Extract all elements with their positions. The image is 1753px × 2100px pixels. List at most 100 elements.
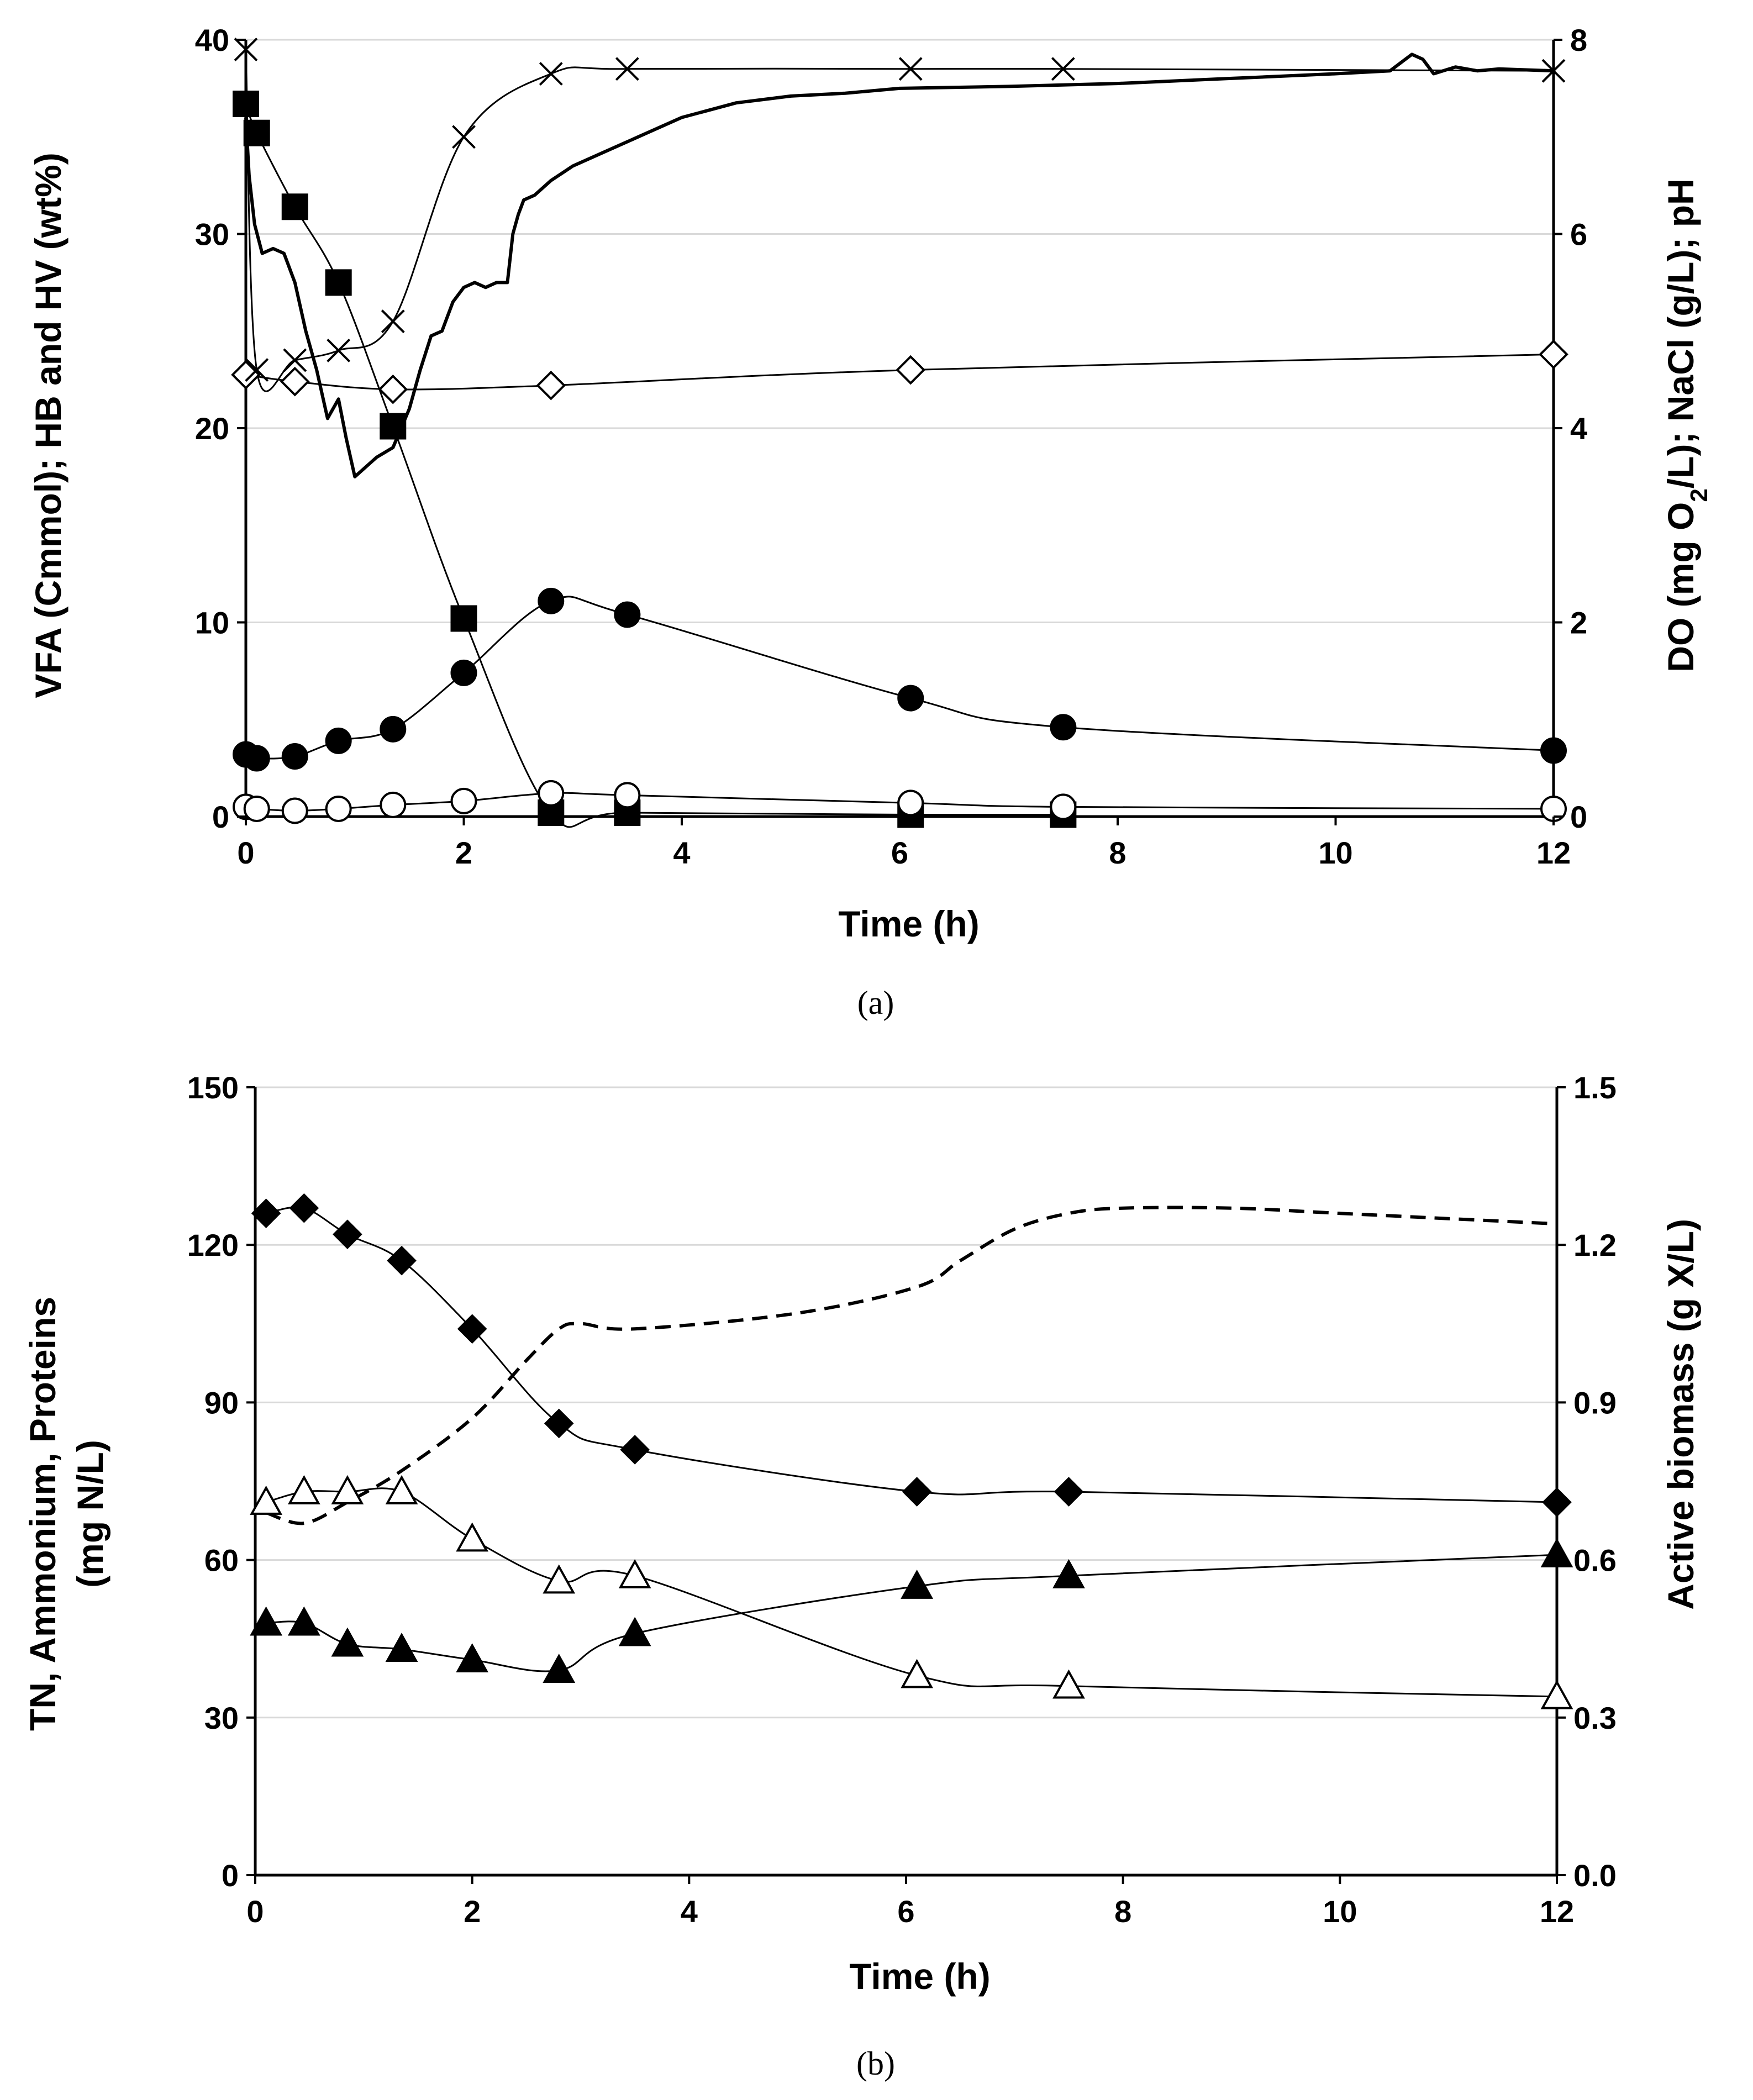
x-tick-label: 0: [237, 835, 254, 870]
data-point-square-filled: [325, 269, 352, 296]
data-point-circle-open: [538, 780, 565, 807]
x-tick-label: 8: [1114, 1894, 1131, 1929]
data-point-circle-open: [380, 791, 407, 818]
panel-label-b: (b): [856, 2045, 895, 2082]
data-point-triangle-open: [456, 1522, 489, 1552]
data-point-square-filled: [380, 413, 407, 440]
y-axis-title-right-b: Active biomass (g X/L): [1660, 1219, 1701, 1610]
x-tick-label: 4: [681, 1894, 698, 1929]
data-point-diamond-open: [536, 370, 566, 401]
y-tick-label-left: 120: [187, 1228, 239, 1262]
data-point-diamond-filled: [1054, 1477, 1084, 1507]
data-point-diamond-filled: [457, 1314, 487, 1344]
data-point-diamond-filled: [333, 1219, 362, 1250]
y-axis-title-left-a: VFA (Cmmol); HB and HV (wt%): [28, 152, 69, 698]
data-point-x-marker: [615, 57, 639, 81]
series-line-active-biomass-dashed: [265, 1206, 1557, 1525]
data-point-square-filled: [243, 119, 270, 146]
series-line-x-marker: [245, 49, 1554, 392]
data-point-triangle-open: [1052, 1669, 1085, 1699]
data-point-triangle-filled: [331, 1627, 364, 1657]
data-point-triangle-open: [287, 1475, 320, 1504]
data-point-triangle-filled: [618, 1617, 651, 1646]
y-tick-label-right: 0.3: [1573, 1701, 1617, 1735]
y-axis-title-left-b: TN, Ammonium, Proteins (mg N/L): [22, 1297, 110, 1731]
data-point-circle-open: [614, 782, 641, 809]
y-tick-label-right: 0.9: [1573, 1385, 1617, 1420]
data-point-triangle-open: [618, 1559, 651, 1588]
data-point-diamond-filled: [387, 1245, 417, 1276]
x-tick-label: 6: [897, 1894, 914, 1929]
data-point-triangle-filled: [901, 1570, 934, 1599]
data-point-circle-filled: [897, 685, 924, 712]
y-tick-label-right: 0: [1570, 799, 1587, 834]
y-tick-label-right: 0.6: [1573, 1543, 1617, 1578]
data-point-x-marker: [245, 358, 269, 382]
y-tick-label-left: 30: [195, 217, 229, 252]
y-tick-label-right: 0.0: [1573, 1858, 1617, 1893]
data-point-diamond-open: [896, 355, 926, 385]
data-point-diamond-filled: [544, 1408, 574, 1439]
y-tick-label-left: 150: [187, 1070, 239, 1105]
data-point-triangle-open: [1540, 1680, 1573, 1709]
y-tick-label-right: 2: [1570, 606, 1587, 640]
y-tick-label-right: 6: [1570, 217, 1587, 252]
data-point-diamond-filled: [902, 1477, 932, 1507]
y-tick-label-right: 1.2: [1573, 1228, 1617, 1262]
data-point-x-marker: [283, 348, 307, 372]
data-point-triangle-filled: [1052, 1559, 1085, 1588]
data-point-x-marker: [327, 338, 351, 362]
y-axis-title-left-b-line2: (mg N/L): [70, 1440, 110, 1588]
data-point-circle-open: [450, 787, 477, 814]
series-line-circle-filled: [245, 596, 1554, 760]
panel-label-a: (a): [857, 985, 894, 1021]
y-tick-label-right: 1.5: [1573, 1070, 1617, 1105]
data-point-triangle-open: [250, 1485, 283, 1515]
data-point-circle-open: [243, 795, 270, 822]
data-point-diamond-open: [378, 374, 408, 404]
data-point-diamond-open: [1539, 339, 1568, 370]
data-point-triangle-open: [385, 1475, 418, 1504]
data-point-square-filled: [281, 193, 308, 220]
data-point-x-marker: [898, 57, 923, 81]
series-line-DO-continuous: [244, 52, 1554, 478]
y-tick-label-left: 0: [212, 799, 229, 834]
y-tick-label-right: 8: [1570, 23, 1587, 57]
y-tick-label-left: 90: [204, 1385, 239, 1420]
y-axis-title-right-a: DO (mg O2/L); NaCl (g/L); pH: [1660, 178, 1713, 672]
data-point-diamond-filled: [620, 1435, 650, 1465]
data-point-triangle-open: [331, 1475, 364, 1504]
chart-panel-a: 0 10 20 30 40 0 2 4 6 8 0 2 4 6 8 10 12 Time (h) VFA (Cm…: [28, 23, 1713, 1021]
data-point-triangle-filled: [287, 1606, 320, 1636]
data-point-triangle-filled: [250, 1606, 283, 1636]
x-tick-label: 4: [673, 835, 690, 870]
data-point-triangle-open: [901, 1659, 934, 1688]
data-point-x-marker: [381, 309, 405, 334]
data-point-diamond-filled: [1542, 1487, 1572, 1517]
y-tick-label-left: 0: [222, 1858, 239, 1893]
data-point-triangle-filled: [456, 1643, 489, 1673]
y-axis-title-right-a-part1: DO (mg O: [1660, 502, 1701, 672]
x-tick-label: 12: [1536, 835, 1571, 870]
data-point-x-marker: [539, 62, 563, 86]
x-axis-title-a: Time (h): [838, 903, 979, 944]
data-point-circle-filled: [243, 745, 270, 772]
data-point-x-marker: [1541, 59, 1566, 83]
x-axis-title-b: Time (h): [849, 1956, 990, 1997]
data-point-triangle-filled: [1540, 1538, 1573, 1567]
x-tick-label: 10: [1323, 1894, 1357, 1929]
data-point-x-marker: [234, 38, 258, 61]
y-tick-label-left: 60: [204, 1543, 239, 1578]
x-tick-label: 2: [455, 835, 472, 870]
data-point-triangle-filled: [543, 1654, 576, 1683]
data-point-diamond-filled: [251, 1198, 281, 1228]
data-point-triangle-filled: [385, 1633, 418, 1662]
x-tick-label: 0: [246, 1894, 264, 1929]
y-tick-label-left: 30: [204, 1701, 239, 1735]
data-point-circle-filled: [538, 587, 565, 614]
data-point-circle-filled: [450, 659, 477, 686]
data-point-diamond-open: [231, 360, 261, 390]
series-line-circle-open: [245, 792, 1554, 812]
x-tick-label: 8: [1109, 835, 1126, 870]
x-tick-label: 2: [464, 1894, 481, 1929]
